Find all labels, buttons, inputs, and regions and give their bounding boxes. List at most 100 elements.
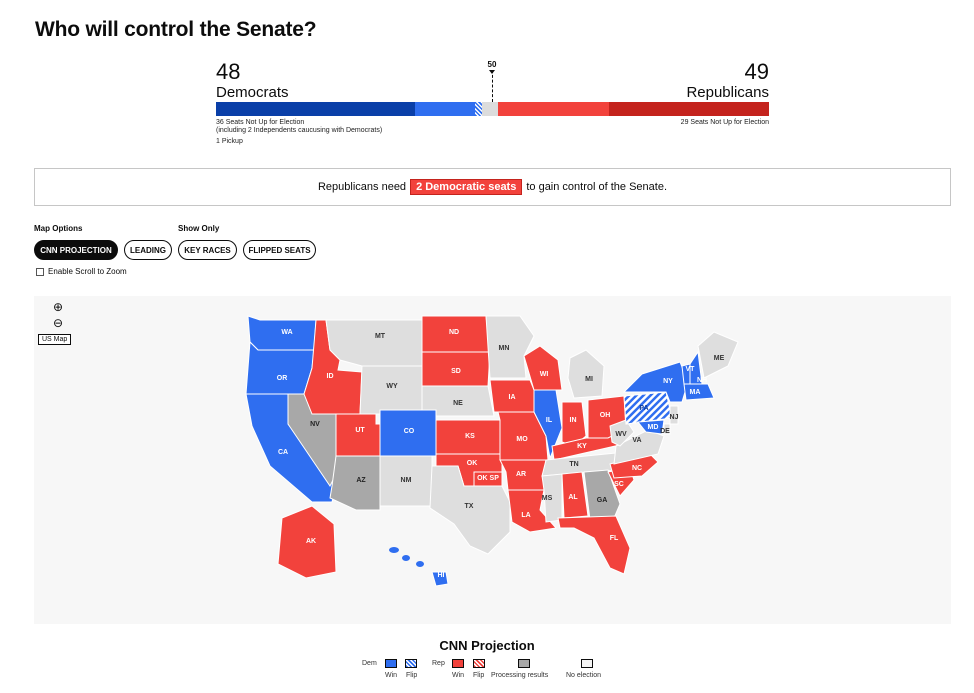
state-label-il: IL <box>546 417 553 424</box>
state-label-wv: WV <box>615 431 627 438</box>
state-label-nm: NM <box>401 477 412 484</box>
state-label-fl: FL <box>610 535 619 542</box>
legend-rep-win-swatch <box>452 659 464 668</box>
state-mn[interactable] <box>485 315 535 379</box>
state-label-ky: KY <box>577 443 587 450</box>
state-label-wy: WY <box>386 383 398 390</box>
state-label-nh: NH <box>697 377 707 384</box>
dem-not-up-note: 36 Seats Not Up for Election (including … <box>216 119 383 134</box>
dem-flip-segment <box>475 102 482 116</box>
scroll-zoom-toggle[interactable]: Enable Scroll to Zoom <box>36 267 127 276</box>
legend-no-election-swatch <box>581 659 593 668</box>
state-label-co: CO <box>404 428 415 435</box>
legend-processing-label: Processing results <box>491 672 549 679</box>
state-or[interactable] <box>245 340 315 395</box>
state-label-la: LA <box>521 512 530 519</box>
state-wi[interactable] <box>523 345 563 391</box>
state-label-ne: NE <box>453 400 463 407</box>
state-label-al: AL <box>568 494 578 501</box>
state-ne[interactable] <box>421 385 495 417</box>
flipped-seats-button[interactable]: FLIPPED SEATS <box>243 240 316 260</box>
state-az[interactable] <box>329 455 381 511</box>
state-ak[interactable] <box>277 505 337 579</box>
leading-button[interactable]: LEADING <box>124 240 172 260</box>
state-label-nj: NJ <box>670 414 679 421</box>
state-label-nv: NV <box>310 421 320 428</box>
legend-no-election-label: No election <box>566 672 602 679</box>
state-label-ia: IA <box>509 394 516 401</box>
state-ms[interactable] <box>541 473 563 523</box>
state-wv[interactable] <box>609 419 635 447</box>
show-only-label: Show Only <box>178 224 220 233</box>
state-me[interactable] <box>697 331 739 379</box>
state-tx[interactable] <box>429 465 511 555</box>
hawaii-island-3[interactable] <box>416 561 424 567</box>
state-md[interactable] <box>637 419 665 435</box>
rep-not-up-note: 29 Seats Not Up for Election <box>680 119 769 126</box>
state-fl[interactable] <box>557 515 631 575</box>
state-label-hi: HI <box>438 572 445 579</box>
state-label-ks: KS <box>465 433 475 440</box>
state-label-ms: MS <box>542 495 553 502</box>
state-ga[interactable] <box>583 469 621 521</box>
state-label-ma: MA <box>690 389 701 396</box>
state-label-ca: CA <box>278 449 288 456</box>
state-label-az: AZ <box>356 477 366 484</box>
state-label-in: IN <box>570 417 577 424</box>
legend-rep-win-label: Win <box>452 672 465 679</box>
state-label-ny: NY <box>663 378 673 385</box>
state-label-ok-sp: OK SP <box>477 475 499 482</box>
legend-dem-win-swatch <box>385 659 397 668</box>
state-label-or: OR <box>277 375 288 382</box>
state-label-wi: WI <box>540 371 549 378</box>
state-label-va: VA <box>632 437 641 444</box>
senate-map[interactable]: WA OR CA NV ID MT WY UT CO AZ NM ND SD NE KS OK OK SP TX M… <box>34 296 951 624</box>
key-races-button[interactable]: KEY RACES <box>178 240 237 260</box>
state-label-pa: PA <box>639 405 648 412</box>
cnn-projection-button[interactable]: CNN PROJECTION <box>34 240 118 260</box>
state-label-oh: OH <box>600 412 611 419</box>
state-de[interactable] <box>663 423 671 435</box>
seat-bar <box>216 102 769 116</box>
callout-before: Republicans need <box>317 181 407 193</box>
state-label-wa: WA <box>281 329 292 336</box>
dem-not-up-segment <box>216 102 415 116</box>
state-mt[interactable] <box>325 319 423 367</box>
legend-dem-label: Dem <box>362 660 377 667</box>
state-il[interactable] <box>533 389 563 460</box>
legend-dem-flip-swatch <box>405 659 417 668</box>
state-label-tn: TN <box>569 461 578 468</box>
zoom-out-button[interactable]: ⊖ <box>52 316 64 330</box>
legend-rep-label: Rep <box>432 660 445 667</box>
state-wy[interactable] <box>359 365 423 415</box>
dem-win-segment <box>415 102 475 116</box>
callout-after: to gain control of the Senate. <box>526 181 667 193</box>
state-label-id: ID <box>327 373 334 380</box>
map-options-label: Map Options <box>34 224 83 233</box>
state-al[interactable] <box>561 471 589 519</box>
state-ma[interactable] <box>683 383 715 401</box>
hawaii-island-2[interactable] <box>402 555 410 561</box>
rep-seat-count: 49 <box>744 59 769 84</box>
control-callout: Republicans need 2 Democratic seats to g… <box>34 168 951 206</box>
us-map-reset-button[interactable]: US Map <box>38 334 72 345</box>
majority-line <box>492 70 493 102</box>
state-label-mi: MI <box>585 376 593 383</box>
state-mi[interactable] <box>567 349 605 399</box>
legend-processing-swatch <box>518 659 530 668</box>
legend-rep-flip-swatch <box>473 659 485 668</box>
state-label-mn: MN <box>499 345 510 352</box>
state-hi[interactable] <box>431 571 449 587</box>
scroll-zoom-checkbox[interactable] <box>36 267 44 276</box>
state-label-md: MD <box>648 424 659 431</box>
state-label-ut: UT <box>355 427 365 434</box>
zoom-in-button[interactable]: ⊕ <box>52 300 64 314</box>
rep-win-segment <box>498 102 609 116</box>
state-label-ak: AK <box>306 538 316 545</box>
state-nj[interactable] <box>669 405 679 425</box>
hawaii-island-1[interactable] <box>389 547 399 553</box>
state-ut[interactable] <box>335 413 381 457</box>
legend-rep-flip-label: Flip <box>473 672 485 679</box>
state-va[interactable] <box>613 429 665 465</box>
us-states-svg[interactable]: WA OR CA NV ID MT WY UT CO AZ NM ND SD NE KS OK OK SP TX M… <box>34 296 951 624</box>
